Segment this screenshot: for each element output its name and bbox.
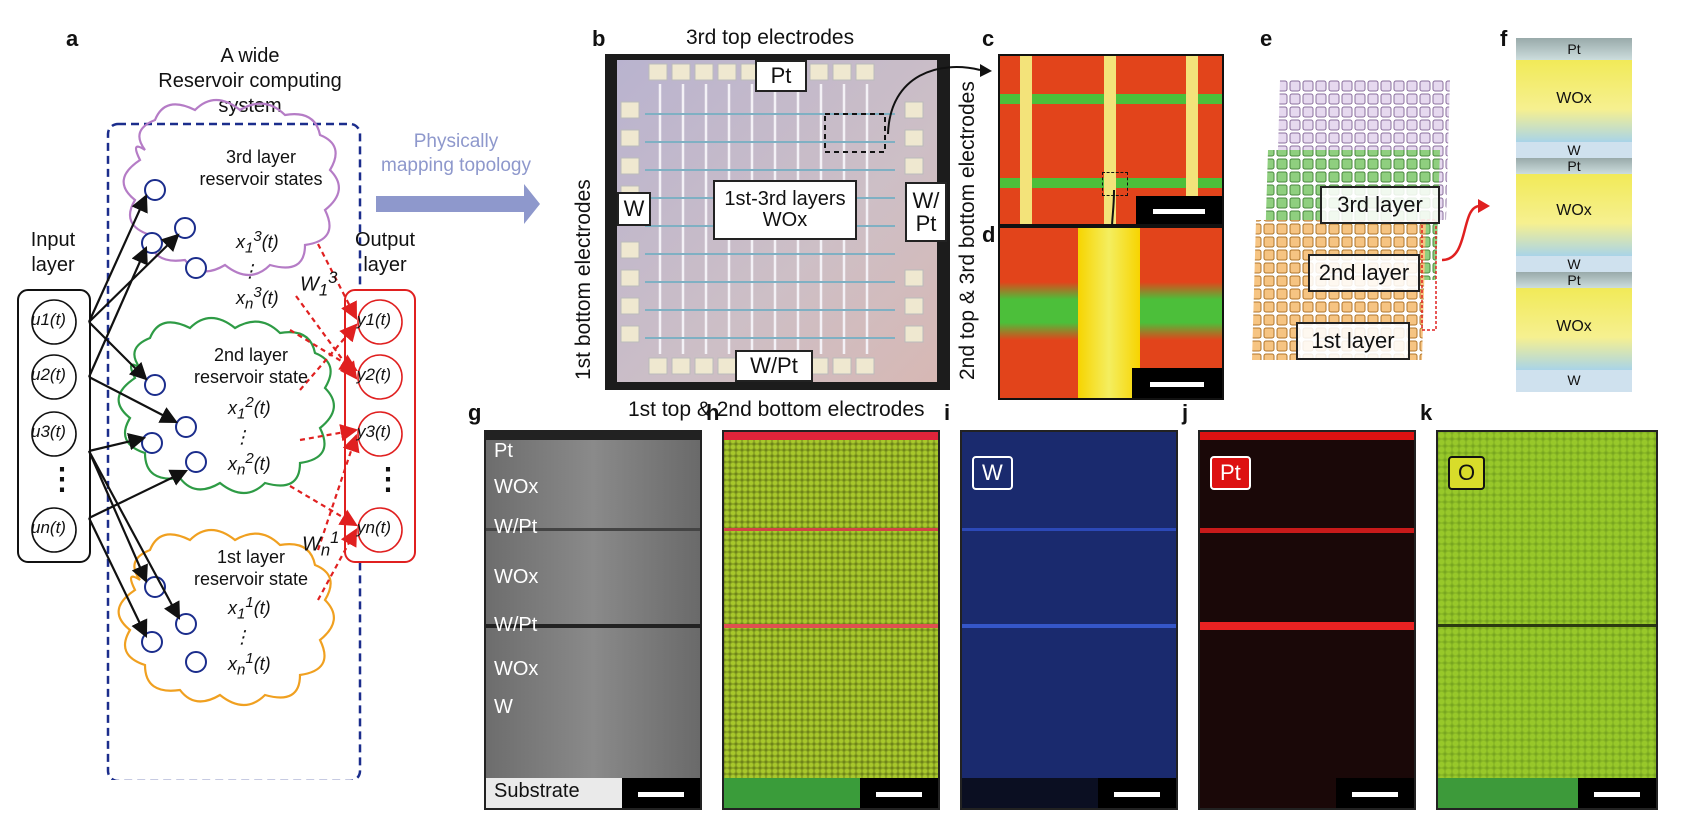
- k-o-tag: O: [1448, 456, 1486, 490]
- f-pt-2: Pt: [1567, 158, 1581, 174]
- input-u1: u1(t): [31, 310, 66, 329]
- f-pt-3: Pt: [1567, 272, 1581, 288]
- h-scale-bar: [860, 778, 938, 808]
- mapping-line2: mapping topology: [381, 155, 531, 176]
- panel-j-label: j: [1182, 400, 1189, 425]
- g-wox-label-1: WOx: [494, 476, 539, 498]
- panel-f-label: f: [1500, 26, 1508, 51]
- k-scale-bar: [1578, 778, 1656, 808]
- output-dots: ⋮: [373, 463, 403, 496]
- f-wox-3: WOx: [1556, 318, 1592, 335]
- e-l3-text: 3rd layer: [1337, 192, 1423, 218]
- panel-g-label: g: [468, 400, 482, 425]
- input-dots: ⋮: [47, 463, 77, 496]
- f-pt-1: Pt: [1567, 41, 1581, 57]
- title-line2: Reservoir computing: [158, 70, 342, 92]
- e-l1-tag: 1st layer: [1296, 322, 1410, 360]
- i-scale-bar: [1098, 778, 1176, 808]
- j-eds-pt-map: Pt: [1198, 430, 1416, 810]
- panel-d-label: d: [982, 222, 996, 247]
- mapping-arrow: [376, 184, 540, 224]
- c-micrograph: [998, 54, 1224, 226]
- e-l1-text: 1st layer: [1311, 328, 1395, 354]
- j-pt-tag: Pt: [1210, 456, 1251, 490]
- b-pt-tag: Pt: [755, 60, 807, 92]
- b-center-line2: WOx: [762, 209, 808, 231]
- k-eds-o-map: O: [1436, 430, 1658, 810]
- layer1-label: 1st layer reservoir state: [193, 547, 309, 589]
- cloud-layer2: [117, 316, 335, 495]
- b-left-label: 1st bottom electrodes: [572, 179, 595, 380]
- output-layer-label: Output layer: [354, 229, 416, 276]
- output-yn: yn(t): [357, 518, 391, 537]
- panel-h-label: h: [706, 400, 720, 425]
- g-wox-label-3: WOx: [494, 658, 539, 680]
- g-wpt-label-1: W/Pt: [494, 516, 538, 538]
- mapping-label: Physically mapping topology: [376, 130, 536, 178]
- d-micrograph: [998, 226, 1224, 400]
- f-wox-1: WOx: [1556, 90, 1592, 107]
- e-l2-text: 2nd layer: [1318, 260, 1410, 286]
- b-wpt-bottom-tag: W/Pt: [735, 350, 813, 382]
- output-y3: y3(t): [357, 422, 391, 441]
- b-to-c-arrow: [887, 64, 992, 135]
- g-scale-bar: [622, 778, 700, 808]
- f-layer-stack: Pt WOx W Pt WOx W Pt WOx W: [1516, 38, 1632, 398]
- input-u2: u2(t): [31, 365, 66, 384]
- g-substrate-label: Substrate: [494, 780, 580, 802]
- input-layer-label: Input layer: [30, 229, 76, 276]
- panel-e-label: e: [1260, 26, 1273, 51]
- e-l2-tag: 2nd layer: [1308, 254, 1420, 292]
- g-w-label: W: [494, 696, 513, 718]
- input-u3: u3(t): [31, 422, 66, 441]
- chip-photo: Pt W W/ Pt W/Pt 1st-3rd layers WOx: [605, 54, 950, 390]
- layer2-states: x12(t) ⋮ xn2(t): [228, 394, 271, 479]
- d-side-label: 2nd top & 3rd bottom electrodes: [956, 81, 979, 380]
- mapping-line1: Physically: [413, 131, 499, 152]
- zoom-box: [824, 113, 886, 153]
- cloud-layer3: [122, 98, 340, 277]
- layer1-states: x11(t) ⋮ xn1(t): [228, 594, 271, 679]
- panel-i-label: i: [944, 400, 951, 425]
- b-top-label: 3rd top electrodes: [686, 26, 855, 49]
- panel-c-label: c: [982, 26, 995, 51]
- panel-k-label: k: [1420, 400, 1433, 425]
- e-l3-tag: 3rd layer: [1320, 186, 1440, 224]
- weight-w1: W13: [300, 268, 338, 300]
- b-w-tag: W: [617, 192, 651, 226]
- f-w-3: W: [1567, 372, 1581, 388]
- g-wpt-label-2: W/Pt: [494, 614, 538, 636]
- f-wox-2: WOx: [1556, 202, 1592, 219]
- f-w-1: W: [1567, 142, 1581, 158]
- output-y2: y2(t): [357, 365, 391, 384]
- layer3-label: 3rd layer reservoir states: [199, 147, 323, 189]
- j-scale-bar: [1336, 778, 1414, 808]
- layer3-states: x13(t) ⋮ xn3(t): [236, 228, 279, 313]
- output-y1: y1(t): [357, 310, 391, 329]
- cloud-layer1: [117, 528, 335, 707]
- panel-a-label: a: [66, 26, 79, 51]
- b-bottom-label: 1st top & 2nd bottom electrodes: [628, 398, 925, 421]
- f-w-2: W: [1567, 256, 1581, 272]
- input-un: un(t): [31, 518, 66, 537]
- title-line1: A wide: [220, 45, 280, 67]
- g-sem-image: Pt WOx W/Pt WOx W/Pt WOx W Substrate: [484, 430, 702, 810]
- c-scale-bar: [1136, 196, 1222, 224]
- e-to-f-arrow: [1441, 199, 1490, 262]
- reservoir-diagram: [17, 98, 540, 780]
- b-center-tag: 1st-3rd layers WOx: [713, 180, 857, 240]
- g-wox-label-2: WOx: [494, 566, 539, 588]
- g-pt-label: Pt: [494, 440, 513, 462]
- b-center-line1: 1st-3rd layers: [724, 188, 846, 210]
- layer2-label: 2nd layer reservoir state: [193, 345, 309, 387]
- d-scale-bar: [1132, 368, 1222, 398]
- b-wpt-right-tag: W/ Pt: [905, 182, 947, 242]
- i-eds-w-map: W: [960, 430, 1178, 810]
- i-w-tag: W: [972, 456, 1013, 490]
- panel-b-label: b: [592, 26, 606, 51]
- weight-wn: Wn1: [302, 528, 340, 560]
- h-eds-overlay: [722, 430, 940, 810]
